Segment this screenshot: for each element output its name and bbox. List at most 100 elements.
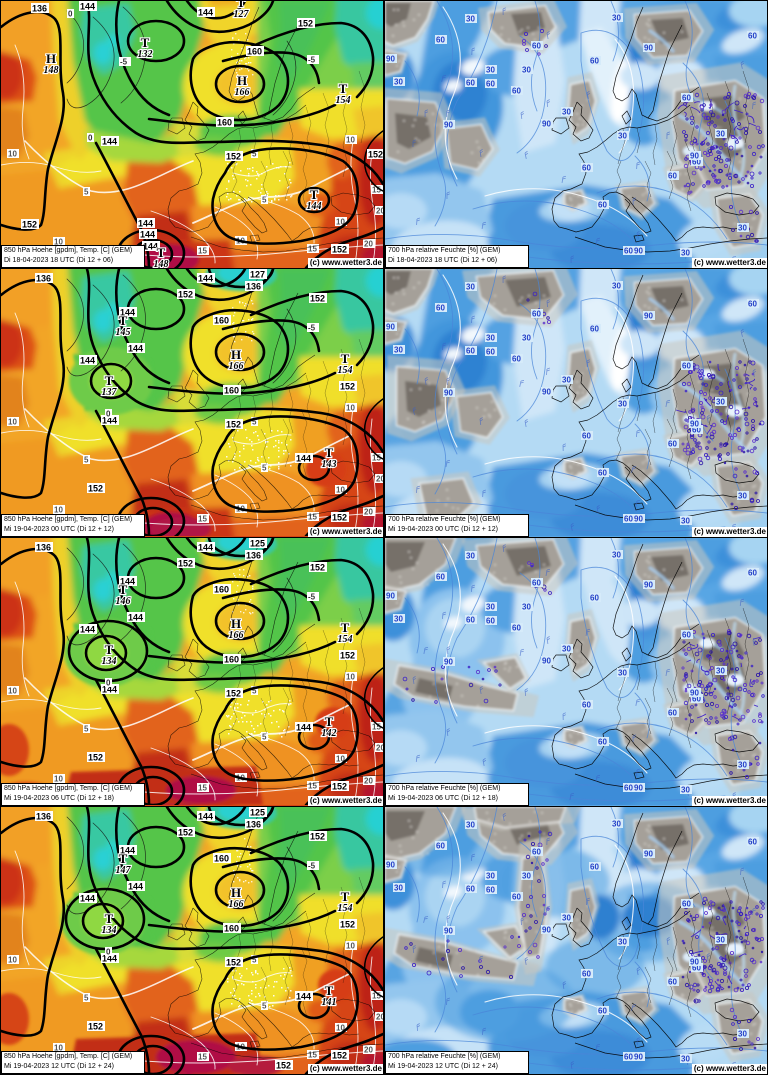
svg-text:60: 60	[532, 579, 541, 588]
svg-text:30: 30	[738, 761, 747, 770]
svg-text:160: 160	[214, 316, 229, 326]
svg-text:90: 90	[634, 515, 643, 524]
svg-text:T: T	[119, 851, 128, 866]
svg-text:30: 30	[716, 667, 725, 676]
svg-text:144: 144	[198, 812, 213, 822]
svg-text:145: 145	[116, 327, 131, 338]
svg-text:20: 20	[376, 1013, 383, 1022]
svg-text:60: 60	[436, 304, 445, 313]
svg-text:60: 60	[582, 432, 591, 441]
svg-text:146: 146	[116, 596, 131, 607]
svg-text:10: 10	[336, 486, 345, 495]
svg-text:144: 144	[296, 454, 311, 464]
svg-text:5: 5	[84, 456, 89, 465]
svg-text:0: 0	[68, 10, 73, 19]
svg-text:T: T	[341, 889, 350, 904]
svg-text:152: 152	[332, 782, 347, 792]
svg-text:144: 144	[140, 230, 155, 240]
svg-text:90: 90	[644, 44, 653, 53]
svg-text:90: 90	[690, 152, 699, 161]
svg-text:T: T	[141, 35, 150, 50]
svg-text:152: 152	[88, 484, 103, 494]
svg-text:152: 152	[298, 19, 313, 29]
svg-text:60: 60	[466, 885, 475, 894]
svg-text:160: 160	[214, 585, 229, 595]
svg-text:152: 152	[88, 753, 103, 763]
svg-text:60: 60	[436, 842, 445, 851]
svg-text:30: 30	[618, 669, 627, 678]
svg-text:60: 60	[532, 848, 541, 857]
svg-text:152: 152	[226, 958, 241, 968]
svg-text:60: 60	[582, 970, 591, 979]
svg-text:15: 15	[198, 1053, 207, 1062]
svg-text:60: 60	[598, 469, 607, 478]
svg-text:30: 30	[612, 820, 621, 829]
svg-text:10: 10	[8, 150, 17, 159]
svg-text:152: 152	[226, 689, 241, 699]
svg-text:15: 15	[308, 513, 317, 522]
svg-text:60: 60	[682, 631, 691, 640]
svg-text:30: 30	[466, 821, 475, 830]
svg-text:10: 10	[54, 238, 63, 247]
svg-text:30: 30	[562, 376, 571, 385]
svg-text:141: 141	[322, 997, 337, 1008]
svg-text:20: 20	[376, 207, 383, 216]
svg-text:H: H	[231, 347, 241, 362]
svg-text:160: 160	[224, 924, 239, 934]
svg-text:136: 136	[36, 543, 51, 553]
svg-text:T: T	[119, 313, 128, 328]
svg-text:15: 15	[198, 784, 207, 793]
svg-text:60: 60	[512, 893, 521, 902]
svg-text:20: 20	[376, 744, 383, 753]
svg-text:152: 152	[178, 828, 193, 838]
svg-text:90: 90	[444, 927, 453, 936]
svg-text:154: 154	[338, 365, 353, 376]
svg-text:152: 152	[340, 920, 355, 930]
svg-text:125: 125	[250, 808, 265, 818]
svg-text:166: 166	[229, 361, 244, 372]
svg-text:144: 144	[80, 356, 95, 366]
svg-text:144: 144	[80, 625, 95, 635]
svg-text:90: 90	[542, 657, 551, 666]
svg-text:20: 20	[364, 1046, 373, 1055]
svg-text:160: 160	[217, 118, 232, 128]
svg-text:134: 134	[102, 925, 117, 936]
svg-text:154: 154	[336, 95, 351, 106]
svg-text:144: 144	[102, 137, 117, 147]
svg-text:20: 20	[376, 475, 383, 484]
svg-text:10: 10	[54, 775, 63, 784]
svg-text:166: 166	[235, 87, 250, 98]
svg-text:152: 152	[88, 1022, 103, 1032]
svg-text:90: 90	[644, 581, 653, 590]
svg-text:H: H	[46, 51, 56, 66]
svg-text:10: 10	[54, 506, 63, 515]
svg-text:T: T	[105, 373, 114, 388]
svg-text:152: 152	[310, 294, 325, 304]
svg-text:T: T	[339, 81, 348, 96]
svg-text:90: 90	[542, 926, 551, 935]
svg-text:144: 144	[102, 685, 117, 695]
svg-text:143: 143	[322, 459, 337, 470]
svg-text:160: 160	[224, 655, 239, 665]
svg-text:136: 136	[246, 820, 261, 830]
svg-text:5: 5	[262, 1002, 267, 1011]
svg-text:-5: -5	[308, 56, 316, 65]
svg-text:60: 60	[682, 94, 691, 103]
svg-text:30: 30	[612, 551, 621, 560]
svg-text:60: 60	[598, 201, 607, 210]
svg-text:60: 60	[436, 36, 445, 45]
svg-text:137: 137	[102, 387, 118, 398]
svg-text:20: 20	[364, 777, 373, 786]
svg-text:60: 60	[590, 863, 599, 872]
svg-text:60: 60	[590, 325, 599, 334]
svg-text:90: 90	[444, 658, 453, 667]
svg-text:144: 144	[198, 543, 213, 553]
svg-text:15: 15	[372, 992, 381, 1001]
svg-text:15: 15	[308, 245, 317, 254]
svg-text:30: 30	[522, 603, 531, 612]
svg-text:60: 60	[466, 79, 475, 88]
svg-text:10: 10	[346, 673, 355, 682]
svg-text:10: 10	[336, 218, 345, 227]
svg-text:60: 60	[486, 80, 495, 89]
svg-text:60: 60	[532, 310, 541, 319]
